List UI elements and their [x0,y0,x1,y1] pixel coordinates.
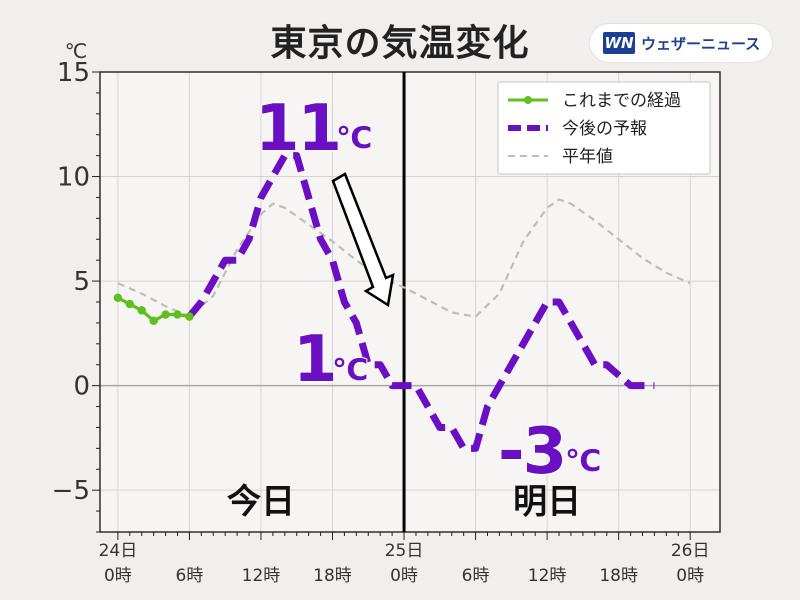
legend-box [497,81,711,175]
page-title: 東京の気温変化 [270,23,530,64]
legend-item-forecast: 今後の予報 [562,119,647,139]
x-tick-day-label: 26日 [671,541,710,561]
observed-point [185,312,194,321]
x-tick-hour-label: 18時 [313,566,352,586]
annotation-unit: ℃ [336,121,372,156]
x-tick-day-label: 25日 [385,541,424,561]
brand-logo-icon: WN [603,32,635,54]
x-tick-hour-label: 6時 [462,566,490,586]
day-label: 今日 [227,482,295,522]
legend-item-normal: 平年値 [562,147,613,167]
series-normal-line [117,198,691,318]
legend-swatch-marker [524,96,532,104]
observed-point [173,310,182,319]
annotation-unit: ℃ [332,353,368,388]
observed-point [113,293,123,303]
legend-item-observed: これまでの経過 [562,91,681,111]
observed-point [161,310,170,319]
observed-point [149,316,158,326]
annotation-value: 11 [255,92,340,166]
annotation-unit: ℃ [565,444,601,479]
x-tick-hour-label: 0時 [676,566,704,586]
series-forecast-line [186,152,655,452]
y-tick-label: 5 [73,267,90,297]
observed-point [137,306,146,315]
y-tick-label: 0 [73,372,90,402]
x-tick-day-label: 24日 [99,541,138,561]
day-label: 明日 [513,482,581,522]
annotation-value: -3 [498,415,565,489]
y-tick-label: 10 [57,163,90,193]
x-tick-hour-label: 12時 [528,566,567,586]
x-tick-hour-label: 12時 [242,566,281,586]
x-tick-hour-label: 6時 [176,566,204,586]
x-tick-hour-label: 0時 [390,566,418,586]
annotation-value: 1 [293,323,336,397]
x-tick-hour-label: 0時 [104,566,132,586]
observed-point [125,299,135,309]
y-axis-unit: ℃ [65,39,87,63]
x-tick-hour-label: 18時 [599,566,638,586]
brand-badge: WN ウェザーニュース [590,24,772,62]
trend-arrow-icon [331,172,395,308]
y-tick-label: 15 [57,58,90,88]
y-tick-label: −5 [52,476,90,506]
brand-name: ウェザーニュース [641,34,761,53]
